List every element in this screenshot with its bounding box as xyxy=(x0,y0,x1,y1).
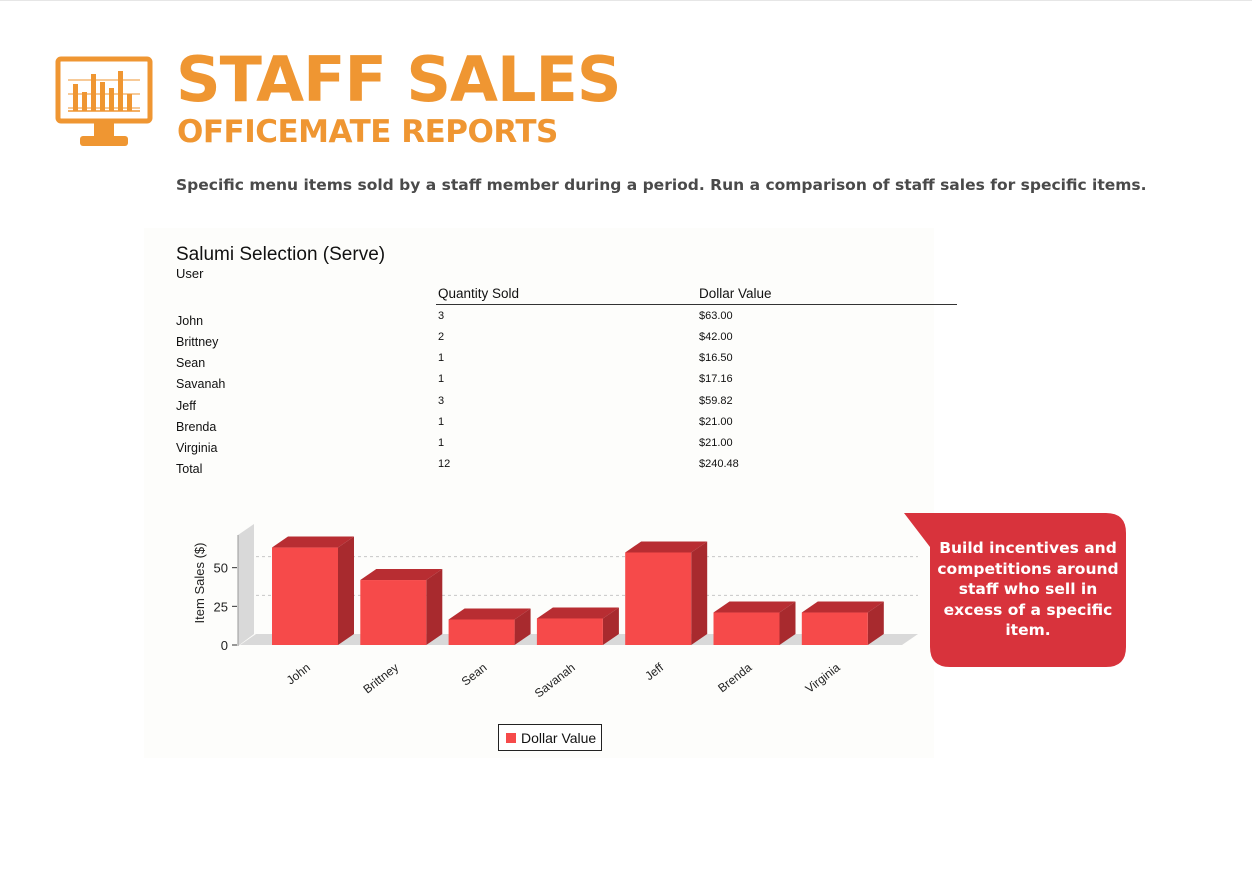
row-qty: 1 xyxy=(438,437,445,449)
callout-text: Build incentives and competitions around… xyxy=(937,539,1119,639)
column-header-quantity: Quantity Sold xyxy=(438,286,520,301)
chart-bar-top xyxy=(625,541,708,553)
row-qty: 12 xyxy=(438,458,451,470)
page-subtitle: OFFICEMATE REPORTS xyxy=(177,114,558,150)
chart-bar-top xyxy=(713,601,796,613)
chart-bar-side xyxy=(338,536,354,645)
row-dollar: $16.50 xyxy=(699,352,733,364)
chart-x-tick-label: Virginia xyxy=(803,660,843,696)
callout-bubble xyxy=(904,513,1126,667)
chart-bar-side xyxy=(514,608,531,645)
row-name: Brenda xyxy=(176,420,217,434)
chart-x-tick-label: Jeff xyxy=(642,660,666,683)
row-name: Virginia xyxy=(176,441,218,455)
chart-bar xyxy=(536,618,603,645)
row-qty: 1 xyxy=(438,352,445,364)
chart-bar-top xyxy=(536,607,619,619)
report-title: Salumi Selection (Serve) xyxy=(176,244,386,265)
row-name: Brittney xyxy=(176,335,219,349)
row-name: Jeff xyxy=(176,399,196,413)
table-row: John 3 $63.00 xyxy=(0,310,1000,331)
chart-bar-top xyxy=(272,536,354,548)
chart-bar xyxy=(713,612,780,645)
row-qty: 1 xyxy=(438,416,445,428)
row-name: John xyxy=(176,314,204,328)
row-dollar: $17.16 xyxy=(699,373,733,385)
row-qty: 2 xyxy=(438,331,445,343)
table-row: Brittney 2 $42.00 xyxy=(0,331,1000,352)
table-row-total: Total 12 $240.48 xyxy=(0,458,1000,479)
chart-bar-top xyxy=(801,601,884,613)
chart-bar-side xyxy=(426,569,443,645)
row-qty: 1 xyxy=(438,373,445,385)
chart-bar xyxy=(272,547,338,645)
legend-swatch xyxy=(506,733,516,743)
column-header-dollar: Dollar Value xyxy=(699,286,772,301)
chart-bar xyxy=(801,612,868,645)
chart-bar-side xyxy=(602,607,619,645)
chart-x-tick-label: Sean xyxy=(459,660,490,688)
sales-bar-chart: 0 25 50 Item Sales ($) John Brittney Sean Savan… xyxy=(192,524,918,701)
top-divider xyxy=(0,0,1252,1)
table-row: Savanah 1 $17.16 xyxy=(0,373,1000,394)
legend-label: Dollar Value xyxy=(521,730,597,746)
chart-bar-side xyxy=(779,601,796,645)
page-description: Specific menu items sold by a staff memb… xyxy=(176,176,1147,194)
chart-x-tick-label: Brittney xyxy=(360,660,401,696)
row-dollar: $21.00 xyxy=(699,416,733,428)
chart-x-tick-label: John xyxy=(284,660,313,687)
row-dollar: $63.00 xyxy=(699,310,733,322)
chart-bar xyxy=(448,619,515,645)
chart-bar xyxy=(625,552,692,645)
chart-bar xyxy=(360,580,427,645)
row-dollar: $21.00 xyxy=(699,437,733,449)
chart-x-tick-label: Savanah xyxy=(532,660,578,700)
chart-y-tick-label: 0 xyxy=(221,638,228,653)
row-dollar: $240.48 xyxy=(699,458,739,470)
chart-bar-side xyxy=(691,541,708,645)
table-row: Brenda 1 $21.00 xyxy=(0,416,1000,437)
row-name: Sean xyxy=(176,356,206,370)
chart-bar-top xyxy=(360,569,443,581)
chart-y-tick-label: 25 xyxy=(214,599,228,614)
row-dollar: $59.82 xyxy=(699,395,733,407)
table-row: Jeff 3 $59.82 xyxy=(0,395,1000,416)
column-header-user: User xyxy=(176,266,204,281)
row-name: Total xyxy=(176,462,203,476)
chart-y-tick-label: 50 xyxy=(214,561,228,576)
chart-legend: Dollar Value xyxy=(498,724,602,751)
table-row: Virginia 1 $21.00 xyxy=(0,437,1000,458)
chart-bar-top xyxy=(448,608,531,620)
row-dollar: $42.00 xyxy=(699,331,733,343)
monitor-bar-chart-icon xyxy=(55,56,153,146)
row-name: Savanah xyxy=(176,377,226,391)
chart-x-tick-label: Brenda xyxy=(715,660,754,695)
page-title: STAFF SALES xyxy=(176,43,622,116)
chart-side-wall xyxy=(238,524,254,646)
chart-bar-side xyxy=(867,601,884,645)
table-row: Sean 1 $16.50 xyxy=(0,352,1000,373)
header-rule xyxy=(436,304,957,305)
row-qty: 3 xyxy=(438,310,445,322)
report-panel xyxy=(144,228,934,758)
row-qty: 3 xyxy=(438,395,445,407)
chart-y-label: Item Sales ($) xyxy=(192,543,207,624)
